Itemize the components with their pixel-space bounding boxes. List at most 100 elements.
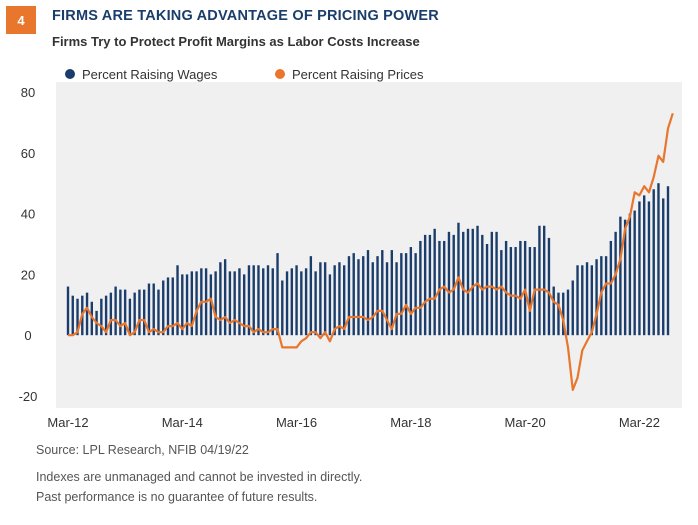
wages-bar [223, 259, 227, 336]
prices-line [68, 112, 674, 391]
wages-bar [619, 216, 622, 336]
wages-bar [152, 283, 155, 336]
wages-bar [609, 240, 613, 336]
wages-bar [128, 298, 132, 336]
wages-bar [262, 268, 265, 336]
wages-bar [481, 234, 484, 336]
wages-bar [433, 228, 436, 336]
wages-bar [400, 253, 403, 336]
wages-bar [647, 201, 651, 336]
wages-bar [552, 286, 555, 336]
legend-wages-label: Percent Raising Wages [82, 67, 218, 82]
wages-bar [185, 274, 189, 336]
y-tick-label: 20 [21, 267, 35, 282]
wages-bar [338, 262, 341, 336]
wages-bar [143, 289, 146, 336]
wages-bar [314, 271, 317, 336]
x-tick-label: Mar-22 [619, 415, 660, 430]
wages-bar [214, 271, 217, 336]
x-tick-label: Mar-20 [505, 415, 546, 430]
wages-bar [581, 265, 584, 336]
wages-bar [514, 247, 517, 336]
wages-bar [643, 195, 646, 336]
wages-bar [157, 289, 160, 336]
source-note: Source: LPL Research, NFIB 04/19/22 [36, 443, 249, 457]
wages-bar [385, 262, 389, 336]
wages-bar [100, 298, 103, 336]
wages-bar [614, 231, 617, 336]
wages-bar [133, 292, 136, 336]
wages-bar [500, 250, 503, 336]
legend-prices-marker [275, 69, 285, 79]
wages-bar [604, 256, 608, 336]
y-tick-label: 40 [21, 207, 35, 222]
wages-bar [471, 228, 474, 336]
wages-bar [85, 292, 89, 336]
wages-bar [343, 265, 346, 336]
wages-bar [228, 271, 232, 336]
y-tick-label: 60 [21, 146, 35, 161]
wages-bar [162, 280, 165, 336]
wages-bar [652, 189, 655, 336]
wages-bar [576, 265, 579, 336]
wages-bar [171, 277, 174, 336]
wages-bar [71, 295, 74, 336]
wages-bar [176, 265, 179, 336]
wages-bar [557, 292, 560, 336]
prices-line-path [68, 112, 674, 391]
wages-bar [628, 213, 632, 336]
wages-bar [571, 280, 574, 336]
wages-bar [657, 183, 660, 336]
wages-bar [371, 262, 374, 336]
wages-bar [495, 231, 498, 336]
wages-bar [666, 186, 670, 336]
wages-bar [595, 259, 598, 336]
wages-bar [114, 286, 117, 336]
wages-bar [428, 234, 432, 336]
wages-bar [352, 253, 355, 336]
wages-bar [476, 225, 479, 336]
x-tick-label: Mar-18 [390, 415, 431, 430]
x-tick-label: Mar-12 [47, 415, 88, 430]
wages-bar [362, 256, 365, 336]
wages-bar [257, 265, 260, 336]
wages-bar [638, 201, 641, 336]
wages-bar [438, 240, 441, 336]
wages-bar [466, 228, 470, 336]
wages-bar [104, 295, 108, 336]
wages-bar [333, 265, 336, 336]
plot-background [56, 82, 682, 408]
wages-bar [123, 289, 127, 336]
wages-bar [623, 219, 627, 336]
wages-bar [585, 262, 589, 336]
wages-bar [119, 289, 122, 336]
wages-bar [590, 265, 593, 336]
wages-bar [252, 265, 255, 336]
wages-bar [566, 289, 570, 336]
wages-bar [243, 274, 246, 336]
x-tick-label: Mar-16 [276, 415, 317, 430]
wages-bar [66, 286, 70, 336]
wages-bar [423, 234, 427, 336]
legend-wages-marker [65, 69, 75, 79]
wages-bar [219, 262, 222, 336]
y-tick-label: -20 [19, 389, 38, 404]
wages-bar [381, 250, 384, 336]
wages-bar [209, 274, 213, 336]
legend-prices-label: Percent Raising Prices [292, 67, 424, 82]
wages-bar [357, 259, 360, 336]
wages-bar [181, 274, 184, 336]
wages-bar [138, 289, 141, 336]
wages-bar [281, 280, 284, 336]
wages-bar [462, 231, 465, 336]
wages-bar [76, 298, 79, 336]
wages-bar [190, 271, 193, 336]
figure-number-badge: 4 [6, 6, 36, 34]
chart-subtitle: Firms Try to Protect Profit Margins as L… [52, 34, 420, 49]
wages-bar [562, 292, 565, 336]
x-tick-label: Mar-14 [162, 415, 203, 430]
wages-bar [519, 240, 522, 336]
wages-bar [109, 292, 113, 336]
y-tick-label: 0 [24, 328, 31, 343]
